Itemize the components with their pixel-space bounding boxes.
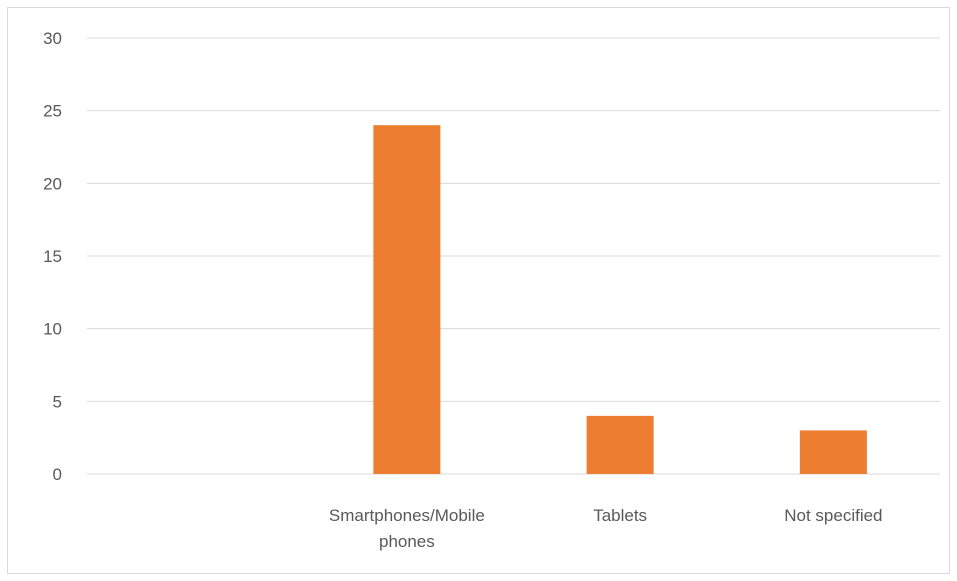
chart-frame <box>7 7 950 574</box>
y-tick-label-30: 30 <box>43 29 62 48</box>
y-tick-label-0: 0 <box>53 465 62 484</box>
x-category-label-2: Tablets <box>593 506 647 525</box>
y-tick-label-20: 20 <box>43 174 62 193</box>
bar-2 <box>586 415 654 474</box>
y-tick-label-25: 25 <box>43 102 62 121</box>
bar-1 <box>373 125 441 474</box>
x-category-label-3: Not specified <box>784 506 882 525</box>
x-category-label-1: Smartphones/Mobile phones <box>329 506 485 551</box>
bar-3 <box>799 430 867 474</box>
y-tick-label-5: 5 <box>53 392 62 411</box>
y-tick-label-15: 15 <box>43 247 62 266</box>
y-tick-label-10: 10 <box>43 320 62 339</box>
